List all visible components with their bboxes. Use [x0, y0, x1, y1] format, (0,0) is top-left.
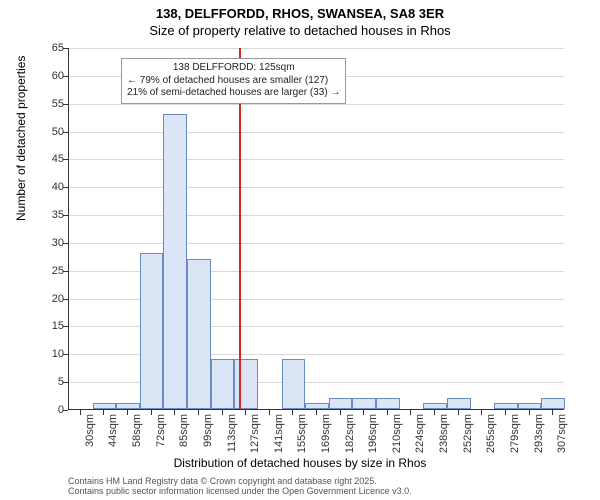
x-tick-label: 127sqm	[249, 414, 261, 453]
x-tick-label: 155sqm	[296, 414, 308, 453]
y-tick-label: 30	[34, 237, 64, 249]
x-tick-label: 44sqm	[107, 414, 119, 447]
x-tick-label: 141sqm	[273, 414, 285, 453]
gridline-h	[69, 215, 564, 216]
chart-title-line1: 138, DELFFORDD, RHOS, SWANSEA, SA8 3ER	[0, 6, 600, 21]
y-tick-label: 50	[34, 126, 64, 138]
histogram-bar	[541, 398, 565, 409]
histogram-bar	[116, 403, 140, 409]
gridline-h	[69, 48, 564, 49]
x-tick-mark	[245, 410, 246, 415]
x-tick-label: 169sqm	[320, 414, 332, 453]
histogram-bar	[93, 403, 117, 409]
chart-title-group: 138, DELFFORDD, RHOS, SWANSEA, SA8 3ER S…	[0, 6, 600, 38]
gridline-h	[69, 159, 564, 160]
y-tick-label: 0	[34, 404, 64, 416]
caption-line1: Contains HM Land Registry data © Crown c…	[68, 476, 412, 486]
x-tick-label: 210sqm	[391, 414, 403, 453]
annotation-line: 21% of semi-detached houses are larger (…	[127, 87, 340, 100]
x-tick-label: 85sqm	[178, 414, 190, 447]
histogram-bar	[376, 398, 400, 409]
x-tick-mark	[363, 410, 364, 415]
histogram-bar	[140, 253, 164, 409]
plot-area: 138 DELFFORDD: 125sqm← 79% of detached h…	[68, 48, 564, 410]
y-axis-label: Number of detached properties	[14, 56, 28, 221]
x-tick-mark	[198, 410, 199, 415]
x-tick-mark	[103, 410, 104, 415]
x-tick-label: 58sqm	[131, 414, 143, 447]
x-tick-label: 113sqm	[226, 414, 238, 452]
gridline-h	[69, 104, 564, 105]
x-tick-mark	[316, 410, 317, 415]
y-tick-label: 10	[34, 348, 64, 360]
x-tick-mark	[340, 410, 341, 415]
gridline-h	[69, 132, 564, 133]
y-tick-label: 40	[34, 181, 64, 193]
x-tick-label: 279sqm	[509, 414, 521, 453]
x-tick-mark	[481, 410, 482, 415]
chart-title-line2: Size of property relative to detached ho…	[0, 23, 600, 38]
x-tick-label: 293sqm	[533, 414, 545, 453]
y-tick-mark	[63, 410, 68, 411]
x-tick-mark	[151, 410, 152, 415]
histogram-bar	[352, 398, 376, 409]
x-tick-label: 72sqm	[155, 414, 167, 447]
annotation-line: 138 DELFFORDD: 125sqm	[127, 62, 340, 75]
y-tick-label: 20	[34, 293, 64, 305]
x-tick-label: 252sqm	[462, 414, 474, 453]
histogram-bar	[329, 398, 353, 409]
x-tick-mark	[80, 410, 81, 415]
x-tick-mark	[434, 410, 435, 415]
y-tick-label: 35	[34, 209, 64, 221]
x-tick-label: 265sqm	[485, 414, 497, 453]
histogram-bar	[282, 359, 306, 409]
histogram-bar	[187, 259, 211, 409]
annotation-box: 138 DELFFORDD: 125sqm← 79% of detached h…	[121, 58, 346, 104]
histogram-bar	[494, 403, 518, 409]
histogram-bar	[305, 403, 329, 409]
y-tick-label: 55	[34, 98, 64, 110]
histogram-bar	[423, 403, 447, 409]
x-tick-label: 307sqm	[556, 414, 568, 453]
x-tick-mark	[127, 410, 128, 415]
x-tick-mark	[505, 410, 506, 415]
x-tick-mark	[529, 410, 530, 415]
gridline-h	[69, 187, 564, 188]
y-tick-label: 25	[34, 265, 64, 277]
x-tick-mark	[269, 410, 270, 415]
x-tick-mark	[410, 410, 411, 415]
chart-container: 138, DELFFORDD, RHOS, SWANSEA, SA8 3ER S…	[0, 0, 600, 500]
x-tick-mark	[387, 410, 388, 415]
histogram-bar	[211, 359, 235, 409]
y-tick-label: 45	[34, 153, 64, 165]
x-tick-mark	[458, 410, 459, 415]
histogram-bar	[163, 114, 187, 409]
x-tick-mark	[292, 410, 293, 415]
x-tick-label: 30sqm	[84, 414, 96, 447]
x-tick-label: 196sqm	[367, 414, 379, 453]
x-tick-mark	[222, 410, 223, 415]
x-axis-label: Distribution of detached houses by size …	[0, 456, 600, 470]
y-tick-label: 15	[34, 320, 64, 332]
annotation-line: ← 79% of detached houses are smaller (12…	[127, 75, 340, 88]
x-tick-mark	[552, 410, 553, 415]
y-tick-label: 65	[34, 42, 64, 54]
x-tick-label: 99sqm	[202, 414, 214, 447]
x-tick-label: 182sqm	[344, 414, 356, 453]
x-tick-mark	[174, 410, 175, 415]
x-tick-label: 238sqm	[438, 414, 450, 453]
x-tick-label: 224sqm	[414, 414, 426, 453]
gridline-h	[69, 243, 564, 244]
histogram-bar	[447, 398, 471, 409]
y-tick-label: 60	[34, 70, 64, 82]
caption-line2: Contains public sector information licen…	[68, 486, 412, 496]
histogram-bar	[518, 403, 542, 409]
source-caption: Contains HM Land Registry data © Crown c…	[68, 476, 412, 497]
y-tick-label: 5	[34, 376, 64, 388]
